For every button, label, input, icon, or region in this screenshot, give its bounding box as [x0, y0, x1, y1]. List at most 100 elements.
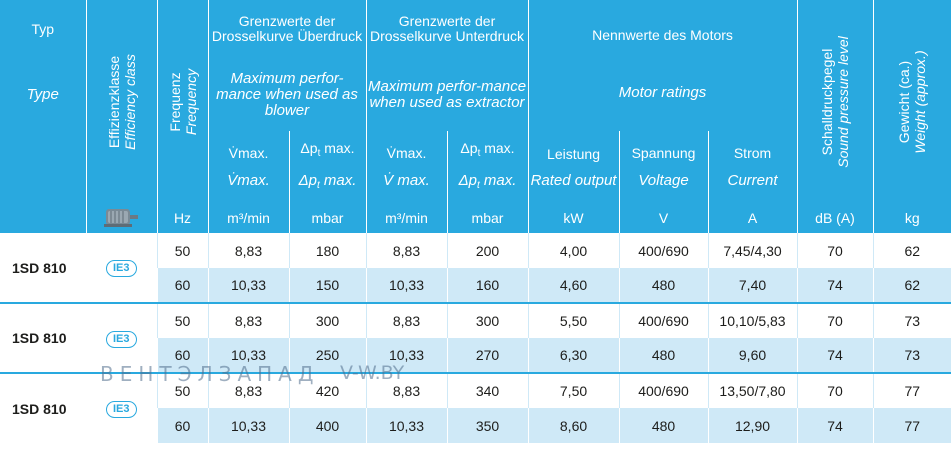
table-cell: 250 [288, 338, 366, 373]
table-cell: 150 [288, 268, 366, 303]
unit-kw: kW [527, 203, 620, 233]
header-overpressure-de: Grenzwerte der Drosselkurve Überdruck [207, 0, 366, 58]
header-frequency-de: Frequenz [166, 71, 183, 132]
unit-pressure-extractor: mbar [446, 203, 529, 233]
freq-cell: 50 [156, 233, 208, 268]
table-cell: 160 [446, 268, 529, 303]
header-weight-de: Gewicht (ca.) [896, 60, 913, 143]
motor-icon-cell [85, 203, 157, 233]
table-cell: 180 [288, 233, 366, 268]
table-cell: 74 [796, 268, 874, 303]
header-weight-en: Weight (approx.) [912, 49, 929, 154]
table-cell: 400/690 [618, 233, 709, 268]
freq-cell: 50 [156, 372, 208, 408]
table-cell: 8,83 [207, 372, 289, 408]
header-strom: Strom Current [707, 131, 798, 203]
freq-cell: 60 [156, 268, 208, 303]
table-cell: 74 [796, 338, 874, 373]
header-typ-empty [0, 131, 86, 203]
table-cell: 10,33 [207, 338, 289, 373]
table-cell: 270 [446, 338, 529, 373]
table-cell: 70 [796, 233, 874, 268]
table-row: 1SD 810 IE3 50 8,83 420 8,83 340 7,50 40… [0, 372, 951, 443]
unit-hz: Hz [156, 203, 208, 233]
efficiency-badge-cell: IE3 [86, 372, 157, 443]
table-cell: 9,60 [707, 338, 798, 373]
type-label: 1SD 810 [0, 233, 86, 303]
unit-a: A [707, 203, 798, 233]
table-cell: 340 [446, 372, 529, 408]
units-row: Hz m³/min mbar m³/min mbar kW V A dB (A)… [0, 203, 951, 233]
type-label: 1SD 810 [0, 302, 86, 373]
table-cell: 10,33 [365, 268, 447, 303]
table-cell: 420 [288, 372, 366, 408]
table-row: 60 10,33 400 10,33 350 8,60 480 12,90 74… [0, 408, 951, 443]
table-row: 60 10,33 250 10,33 270 6,30 480 9,60 74 … [0, 338, 951, 373]
header-vmax-extractor: V̇max. V̇ max. [365, 131, 447, 203]
table-cell: 4,00 [527, 233, 620, 268]
table-cell: 400 [288, 408, 366, 443]
table-cell: 8,83 [365, 372, 447, 408]
table-row: 1SD 810 IE3 50 8,83 180 8,83 200 4,00 40… [0, 233, 951, 303]
header-efficiency-en: Efficiency class [121, 53, 138, 150]
table-cell: 5,50 [527, 302, 620, 338]
table-cell: 77 [872, 408, 951, 443]
table-cell: 7,40 [707, 268, 798, 303]
table-cell: 62 [872, 233, 951, 268]
header-efficiency: Effizienzklasse Efficiency class [85, 0, 157, 203]
header-leistung: Leistung Rated output [527, 131, 620, 203]
efficiency-badge-cell: IE3 [86, 302, 157, 373]
header-typ-de: Typ [0, 0, 86, 58]
table-cell: 10,33 [365, 338, 447, 373]
unit-flow-blower: m³/min [207, 203, 289, 233]
table-cell: 70 [796, 302, 874, 338]
table-cell: 480 [618, 268, 709, 303]
watermark-right: V-W.BY [340, 362, 405, 384]
table-cell: 8,83 [365, 302, 447, 338]
header-frequency-en: Frequency [182, 68, 199, 135]
table-cell: 400/690 [618, 302, 709, 338]
unit-typ-empty [0, 203, 86, 233]
table-row: 1SD 810 IE3 50 8,83 300 8,83 300 5,50 40… [0, 302, 951, 373]
watermark-left: ВЕНТЭЛЗАПАД [100, 362, 320, 386]
unit-kg: kg [872, 203, 951, 233]
unit-flow-extractor: m³/min [365, 203, 447, 233]
freq-cell: 50 [156, 302, 208, 338]
table-cell: 8,83 [365, 233, 447, 268]
table-cell: 6,30 [527, 338, 620, 373]
unit-v: V [618, 203, 709, 233]
header-dpt-extractor: Δpt max. Δpt max. [446, 131, 529, 203]
header-weight: Gewicht (ca.) Weight (approx.) [872, 0, 951, 203]
ie3-badge: IE3 [105, 260, 137, 277]
table-cell: 300 [446, 302, 529, 338]
table-cell: 62 [872, 268, 951, 303]
table-cell: 350 [446, 408, 529, 443]
table-cell: 10,33 [207, 408, 289, 443]
table-cell: 73 [872, 338, 951, 373]
table-cell: 480 [618, 338, 709, 373]
table-cell: 400/690 [618, 372, 709, 408]
table-cell: 73 [872, 302, 951, 338]
header-sound: Schalldruckpegel Sound pressure level [796, 0, 874, 203]
header-motor: Nennwerte des Motors Motor ratings [527, 0, 798, 131]
table-cell: 300 [288, 302, 366, 338]
table-cell: 13,50/7,80 [707, 372, 798, 408]
table-cell: 70 [796, 372, 874, 408]
table-cell: 480 [618, 408, 709, 443]
header-motor-en: Motor ratings [618, 84, 707, 101]
header-sound-de: Schalldruckpegel [819, 48, 836, 155]
table-cell: 8,83 [207, 233, 289, 268]
type-label: 1SD 810 [0, 372, 86, 443]
table-cell: 10,10/5,83 [707, 302, 798, 338]
motor-icon [102, 206, 142, 228]
header-sound-en: Sound pressure level [835, 35, 852, 168]
header-typ-en: Type [0, 58, 86, 131]
table-row: 60 10,33 150 10,33 160 4,60 480 7,40 74 … [0, 268, 951, 303]
unit-db: dB (A) [796, 203, 874, 233]
freq-cell: 60 [156, 338, 208, 373]
table-cell: 200 [446, 233, 529, 268]
table-cell: 4,60 [527, 268, 620, 303]
table-cell: 7,45/4,30 [707, 233, 798, 268]
table-cell: 10,33 [365, 408, 447, 443]
